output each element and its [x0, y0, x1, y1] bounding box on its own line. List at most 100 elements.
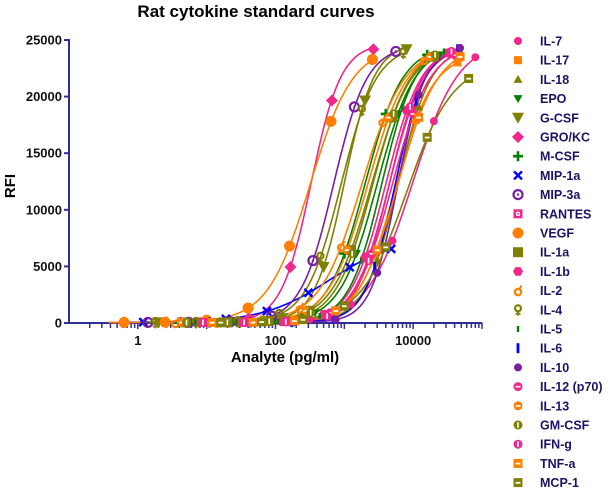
data-point-il-4: [357, 104, 367, 117]
legend-label: MIP-1a: [540, 169, 581, 183]
data-point-g-csf: [359, 95, 372, 107]
data-point-ifn-g: [281, 317, 291, 327]
legend-item: IFN-g: [513, 438, 572, 452]
data-point-mip-1a: [344, 262, 355, 273]
data-point-ifn-g: [322, 311, 332, 321]
legend-label: IL-13: [540, 399, 569, 413]
y-axis-label: RFI: [2, 174, 19, 198]
y-tick-label: 5000: [33, 259, 62, 274]
x-axis-label: Analyte (pg/ml): [231, 349, 339, 366]
legend-marker-icon: [516, 343, 520, 354]
legend-item: IL-6: [516, 342, 562, 356]
data-point-ifn-g: [198, 317, 208, 327]
data-point-gm-csf: [347, 249, 357, 259]
data-point-il-4: [151, 316, 160, 329]
data-point-gm-csf: [430, 50, 440, 60]
data-point-gro-kc: [367, 43, 380, 56]
data-point-il-17: [453, 58, 462, 67]
data-point-mcp-1: [381, 242, 391, 252]
legend-marker-icon: [513, 151, 523, 162]
data-point-il-7: [347, 300, 356, 309]
legend-item: GRO/KC: [512, 131, 590, 145]
data-point-mcp-1: [422, 132, 432, 142]
legend-item: IL-13: [513, 399, 569, 413]
data-point-il-7: [388, 236, 397, 245]
y-tick-label: 10000: [26, 202, 62, 217]
data-point-mcp-1: [216, 317, 226, 327]
data-points: [118, 43, 480, 329]
data-point-tnf-a: [331, 306, 341, 316]
legend-marker-icon: [513, 95, 523, 104]
data-point-vegf: [159, 316, 171, 328]
legend-label: TNF-a: [540, 457, 576, 471]
legend-marker-icon: [514, 56, 522, 65]
fit-curve-il-10: [196, 47, 462, 324]
legend: IL-7 IL-17 IL-18 EPO G-CSF GRO/KC M-CSF MIP-1a M…: [512, 35, 603, 490]
legend-item: EPO: [513, 92, 567, 106]
fit-curve-il-1b: [184, 52, 450, 324]
data-point-il-5: [318, 313, 321, 320]
legend-label: IFN-g: [540, 438, 572, 452]
legend-marker-icon: [513, 285, 523, 297]
data-point-gm-csf: [306, 308, 316, 318]
legend-label: IL-5: [540, 323, 562, 337]
data-point-il-5: [359, 257, 363, 264]
data-point-il-5: [401, 103, 404, 110]
legend-label: IL-12 (p70): [540, 380, 603, 394]
data-point-mcp-1: [257, 317, 267, 327]
fit-curve-gro-kc: [109, 46, 376, 324]
legend-item: VEGF: [512, 227, 574, 241]
legend-label: IL-7: [540, 35, 562, 49]
data-point-il-4: [399, 47, 408, 59]
legend-item: IL-7: [514, 35, 562, 49]
legend-marker-icon: [512, 227, 524, 239]
data-point-il-5: [442, 48, 446, 55]
data-point-tnf-a: [372, 245, 382, 255]
legend-item: IL-2: [513, 284, 562, 298]
legend-marker-icon: [512, 189, 524, 201]
data-point-il-10: [456, 43, 465, 52]
chart-title: Rat cytokine standard curves: [137, 2, 374, 21]
data-point-mcp-1: [339, 301, 349, 311]
data-point-il-4: [275, 308, 284, 321]
legend-marker-icon: [513, 304, 523, 316]
data-point-mip-3a: [307, 255, 319, 267]
data-point-il-18: [414, 102, 424, 111]
data-point-il-5: [276, 318, 280, 325]
data-point-mcp-1: [464, 73, 474, 83]
data-point-il-7: [429, 117, 438, 126]
legend-label: MIP-3a: [540, 188, 581, 202]
legend-marker-icon: [514, 363, 522, 372]
legend-item: RANTES: [513, 207, 591, 221]
data-point-mip-1a: [303, 287, 314, 298]
data-point-il-5: [235, 319, 238, 326]
legend-item: MIP-1a: [513, 169, 581, 183]
x-tick-label: 100: [265, 333, 287, 348]
legend-marker-icon: [512, 131, 524, 143]
legend-label: VEGF: [540, 227, 574, 241]
legend-label: IL-18: [540, 73, 569, 87]
data-point-il-10: [414, 90, 423, 99]
legend-item: M-CSF: [513, 150, 580, 164]
x-tick-label: 1: [134, 333, 141, 348]
data-point-vegf: [118, 316, 130, 328]
data-point-ifn-g: [446, 46, 456, 56]
legend-marker-icon: [513, 478, 523, 488]
legend-item: IL-10: [514, 361, 569, 375]
data-point-ifn-g: [364, 256, 374, 266]
legend-label: RANTES: [540, 207, 591, 221]
legend-label: GM-CSF: [540, 419, 590, 433]
data-point-tnf-a: [207, 317, 217, 327]
data-point-il-10: [331, 315, 340, 324]
legend-marker-icon: [512, 112, 524, 124]
legend-label: G-CSF: [540, 111, 579, 125]
legend-item: IL-1a: [513, 246, 570, 260]
legend-marker-icon: [513, 458, 523, 468]
legend-marker-icon: [513, 74, 523, 83]
data-point-vegf: [325, 115, 337, 127]
fit-curves: [108, 46, 478, 324]
data-point-ifn-g: [239, 317, 249, 327]
data-point-ifn-g: [405, 102, 415, 112]
legend-label: M-CSF: [540, 150, 580, 164]
